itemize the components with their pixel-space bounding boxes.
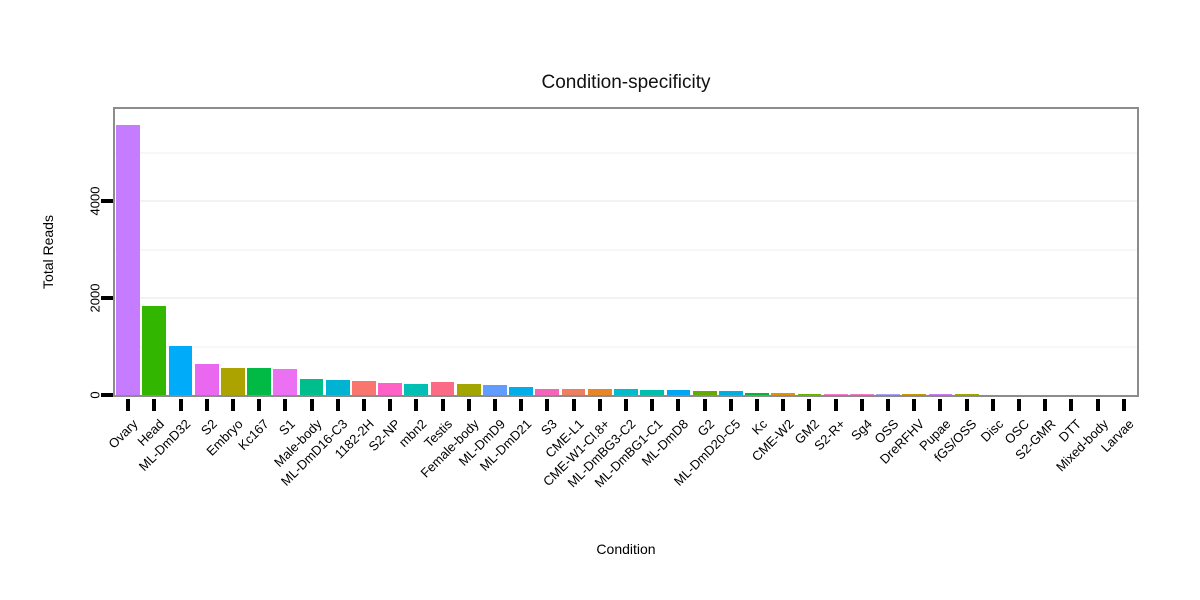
x-tick — [178, 399, 183, 411]
x-tick — [440, 399, 445, 411]
x-tick — [650, 399, 655, 411]
gridline-major — [115, 297, 1137, 300]
y-tick — [101, 296, 113, 301]
x-tick — [964, 399, 969, 411]
bar-s3 — [535, 388, 560, 395]
gridline-major — [115, 200, 1137, 203]
chart-title: Condition-specificity — [541, 72, 711, 93]
x-tick — [361, 399, 366, 411]
x-tick — [781, 399, 786, 411]
x-tick — [204, 399, 209, 411]
x-tick — [938, 399, 943, 411]
gridline-minor — [115, 151, 1137, 154]
x-tick — [492, 399, 497, 411]
bar-1182-2h — [352, 381, 376, 395]
bar-g2 — [692, 391, 717, 395]
x-tick — [335, 399, 340, 411]
x-tick — [126, 399, 131, 411]
x-tick — [859, 399, 864, 411]
bar-cme-w1-cl-8- — [587, 388, 612, 395]
x-tick-label: Disc — [977, 416, 1006, 445]
bar-drerfhv — [902, 393, 927, 395]
x-tick — [912, 399, 917, 411]
x-tick — [545, 399, 550, 411]
bar-head — [142, 305, 167, 395]
bar-testis — [430, 382, 455, 395]
bar-cme-w2 — [771, 393, 796, 395]
x-tick — [886, 399, 891, 411]
x-axis-label: Condition — [596, 541, 656, 557]
bar-ovary — [116, 124, 140, 395]
x-tick — [257, 399, 262, 411]
x-tick — [414, 399, 419, 411]
bar-sg4 — [849, 393, 874, 395]
bar-ml-dmbg3-c2 — [614, 389, 638, 395]
x-tick — [519, 399, 524, 411]
bar-embryo — [221, 367, 245, 395]
bar-s2-r- — [823, 393, 848, 395]
x-tick — [466, 399, 471, 411]
y-tick — [101, 393, 113, 397]
y-tick-label: 4000 — [87, 186, 103, 216]
x-tick — [833, 399, 838, 411]
bar-ml-dmd32 — [168, 346, 193, 395]
x-tick — [624, 399, 628, 411]
x-tick — [676, 399, 681, 411]
x-tick-label: mbn2 — [395, 416, 430, 450]
bar-ml-dmd9 — [483, 385, 507, 395]
x-tick — [1017, 399, 1022, 411]
x-tick — [1095, 399, 1100, 411]
x-tick — [702, 399, 707, 411]
x-tick — [309, 399, 314, 411]
x-tick — [728, 399, 733, 411]
x-tick — [388, 399, 393, 411]
bar-gm2 — [797, 393, 822, 395]
x-tick-label: Kc — [748, 416, 770, 438]
bar-ml-dmd20-c5 — [718, 391, 743, 395]
gridline-minor — [115, 345, 1137, 348]
x-tick — [1069, 399, 1074, 411]
bar-male-body — [299, 379, 324, 395]
y-tick-label: 0 — [87, 391, 103, 399]
x-tick-label: Sg4 — [847, 416, 875, 444]
x-tick — [990, 399, 995, 411]
plot-panel — [113, 107, 1139, 397]
x-tick-label: Ovary — [105, 416, 142, 452]
x-tick — [1121, 399, 1126, 411]
bar-kc — [745, 392, 769, 395]
x-tick — [807, 399, 812, 411]
bar-ml-dmd21 — [509, 387, 534, 395]
bar-ml-dmd16-c3 — [325, 380, 350, 395]
y-axis-label: Total Reads — [40, 215, 56, 289]
bar-cme-l1 — [561, 388, 586, 395]
y-tick — [101, 199, 113, 204]
bar-ml-dmbg1-c1 — [640, 390, 665, 395]
x-tick — [597, 399, 602, 411]
x-tick — [283, 399, 288, 411]
bar-s2 — [194, 363, 219, 395]
x-tick — [755, 399, 760, 411]
bar-s2-np — [378, 383, 403, 395]
bar-female-body — [456, 384, 481, 395]
bar-pupae — [928, 393, 953, 395]
x-tick — [571, 399, 576, 411]
bar-fgs-oss — [954, 394, 979, 395]
y-tick-label: 2000 — [87, 283, 103, 313]
x-tick — [152, 399, 157, 411]
x-tick — [230, 399, 235, 411]
bar-mbn2 — [404, 383, 429, 395]
bar-s1 — [273, 369, 298, 395]
bar-ml-dmd8 — [666, 390, 691, 395]
x-tick — [1043, 399, 1048, 411]
bar-kc167 — [247, 367, 272, 395]
bar-oss — [876, 393, 900, 395]
gridline-minor — [115, 248, 1137, 251]
